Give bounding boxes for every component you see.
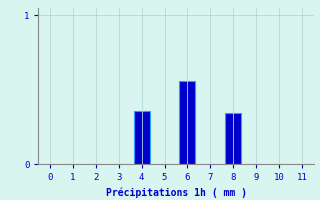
X-axis label: Précipitations 1h ( mm ): Précipitations 1h ( mm ) xyxy=(106,188,246,198)
Bar xyxy=(180,81,196,164)
Bar xyxy=(133,111,150,164)
Bar xyxy=(225,113,241,164)
